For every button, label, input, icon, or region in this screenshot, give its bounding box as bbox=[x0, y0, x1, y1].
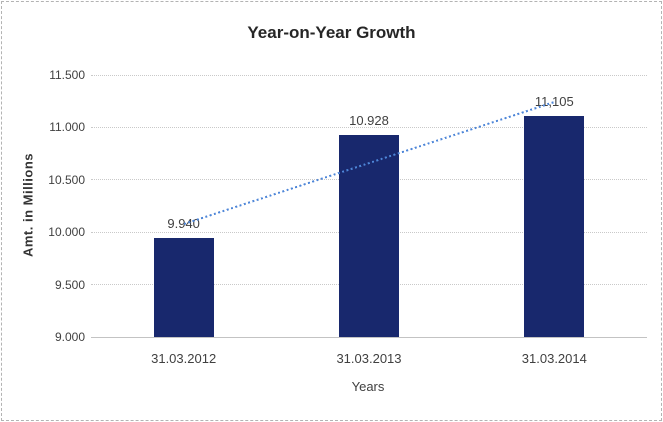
bar bbox=[153, 238, 214, 337]
y-tick-label: 11.000 bbox=[49, 120, 85, 135]
x-tick-label: 31.03.2014 bbox=[521, 351, 587, 366]
x-tick-label: 31.03.2012 bbox=[151, 351, 217, 366]
bar bbox=[339, 134, 399, 337]
y-tick-label: 11.500 bbox=[49, 68, 85, 82]
x-axis-title: Years bbox=[351, 379, 385, 394]
y-tick-label: 10.000 bbox=[48, 225, 85, 240]
bar bbox=[524, 116, 585, 337]
y-axis-title: Amt. in Millions bbox=[20, 152, 36, 258]
bar-value-label: 10.928 bbox=[349, 112, 389, 128]
chart-title: Year-on-Year Growth bbox=[247, 23, 416, 42]
x-tick-label: 31.03.2013 bbox=[336, 351, 402, 366]
y-tick-label: 10.500 bbox=[48, 172, 85, 187]
gridline bbox=[91, 126, 647, 128]
gridline bbox=[91, 336, 647, 338]
y-tick-label: 9.500 bbox=[54, 277, 85, 292]
y-tick-label: 9.000 bbox=[54, 330, 85, 344]
gridline bbox=[91, 74, 647, 76]
